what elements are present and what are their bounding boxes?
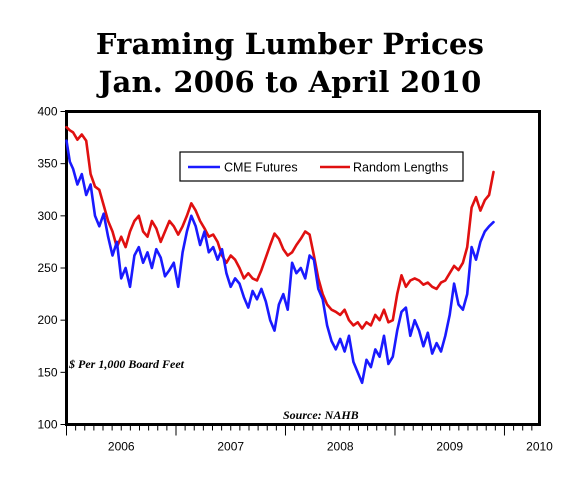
series-line-random-lengths: [65, 125, 495, 330]
x-axis: 2006 2007 2008 2009 2010: [66, 425, 553, 454]
legend-label-random-lengths: Random Lengths: [353, 161, 448, 175]
y-tick-label: 350: [37, 157, 57, 171]
series-layer: [65, 125, 495, 385]
y-tick-label: 300: [37, 209, 57, 223]
x-tick-label: 2010: [526, 440, 553, 454]
unit-note: $ Per 1,000 Board Feet: [68, 357, 185, 371]
x-tick-label: 2009: [436, 440, 463, 454]
series-line-cme-futures: [65, 139, 495, 385]
y-tick-label: 150: [37, 365, 57, 379]
y-tick-label: 200: [37, 313, 57, 327]
x-tick-label: 2006: [108, 440, 135, 454]
x-tick-label: 2007: [217, 440, 244, 454]
x-tick-label: 2008: [327, 440, 354, 454]
legend: CME Futures Random Lengths: [179, 151, 464, 182]
y-tick-label: 400: [37, 105, 57, 119]
y-axis: 100 150 200 250 300 350 400: [37, 105, 67, 432]
y-tick-label: 250: [37, 261, 57, 275]
y-tick-label: 100: [37, 418, 57, 432]
chart-title-line-1: Framing Lumber Prices: [95, 27, 485, 61]
source-note: Source: NAHB: [283, 408, 359, 422]
chart-title-line-2: Jan. 2006 to April 2010: [98, 65, 482, 99]
legend-label-cme-futures: CME Futures: [224, 161, 298, 175]
